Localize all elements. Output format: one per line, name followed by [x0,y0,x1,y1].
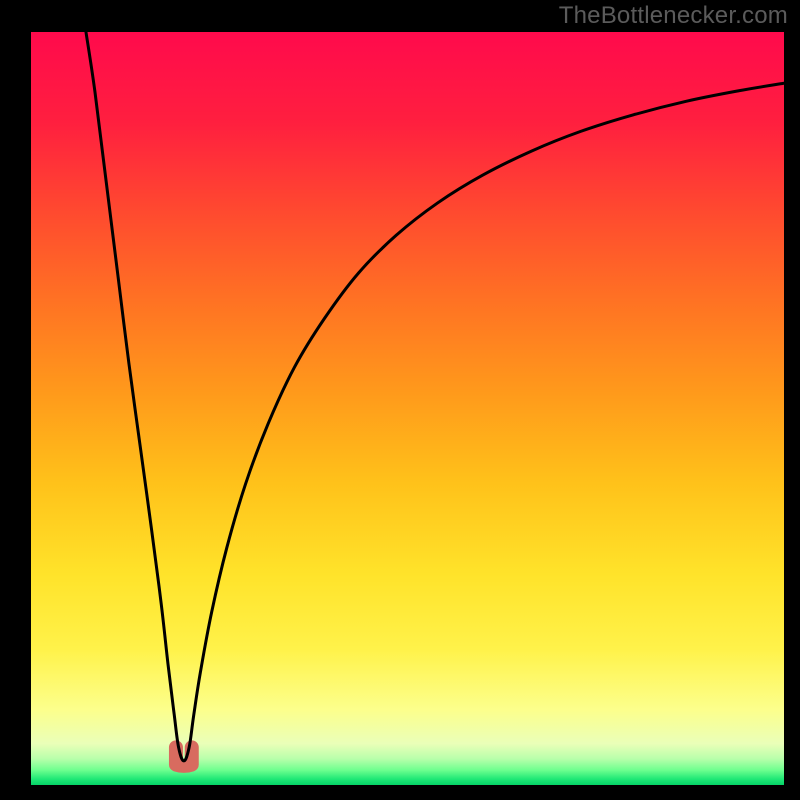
watermark-text: TheBottlenecker.com [559,2,788,30]
bottleneck-chart [31,32,784,785]
plot-frame [29,30,786,787]
bottleneck-curve [86,32,784,761]
stage: TheBottlenecker.com [0,0,800,800]
chart-svg [31,32,784,785]
